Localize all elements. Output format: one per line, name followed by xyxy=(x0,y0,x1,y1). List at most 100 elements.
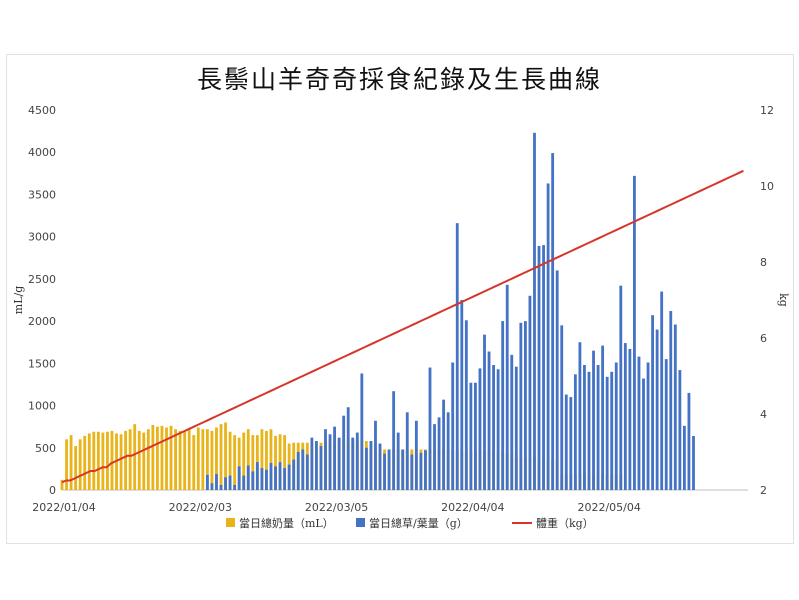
milk-bar xyxy=(119,434,123,490)
milk-bar xyxy=(83,435,87,490)
feed-bar xyxy=(474,382,477,490)
feed-bar xyxy=(510,354,514,490)
milk-bar xyxy=(265,430,268,490)
feed-bar xyxy=(414,420,418,490)
feed-bar xyxy=(410,454,414,490)
feed-bar xyxy=(619,285,623,490)
feed-bar xyxy=(437,417,441,490)
feed-bar xyxy=(333,426,336,490)
feed-bar xyxy=(351,437,355,490)
y2-tick-label: 4 xyxy=(760,408,767,421)
feed-bar xyxy=(655,329,659,490)
chart-frame xyxy=(6,54,794,544)
milk-bar xyxy=(101,432,105,490)
milk-bar xyxy=(196,427,200,490)
feed-bar xyxy=(292,459,296,490)
milk-bar xyxy=(205,429,209,490)
feed-bar xyxy=(383,453,386,490)
milk-bar xyxy=(233,435,237,490)
y-axis-title: mL/g xyxy=(12,286,25,314)
legend-label: 體重（kg） xyxy=(536,516,594,530)
feed-bar xyxy=(601,345,605,490)
milk-bar xyxy=(283,435,287,490)
y-tick-label: 4000 xyxy=(28,146,56,159)
feed-bar xyxy=(496,369,500,490)
milk-bar xyxy=(242,432,246,490)
feed-bar xyxy=(669,310,673,490)
milk-bar xyxy=(142,432,146,490)
feed-bar xyxy=(487,351,491,490)
feed-bar xyxy=(315,441,318,490)
x-tick-label: 2022/05/04 xyxy=(577,501,640,514)
feed-bar xyxy=(642,378,645,490)
milk-bar xyxy=(192,435,196,490)
y-tick-label: 2000 xyxy=(28,315,56,328)
milk-bar xyxy=(169,425,173,490)
feed-bar xyxy=(664,359,668,490)
y-tick-label: 500 xyxy=(35,442,56,455)
feed-bar xyxy=(296,452,300,490)
feed-bar xyxy=(587,371,591,490)
y-tick-label: 2500 xyxy=(28,273,56,286)
feed-bar xyxy=(469,382,473,490)
milk-bar xyxy=(69,435,73,490)
feed-bar xyxy=(605,376,609,490)
feed-bar xyxy=(224,477,227,490)
feed-bar xyxy=(592,350,595,490)
feed-bar xyxy=(501,321,505,490)
milk-bar xyxy=(201,429,205,490)
feed-bar xyxy=(428,367,432,490)
feed-bar xyxy=(478,368,482,490)
milk-bar xyxy=(92,431,96,490)
feed-bar xyxy=(442,399,446,490)
y-tick-label: 3500 xyxy=(28,188,56,201)
feed-bar xyxy=(396,432,400,490)
y2-tick-label: 12 xyxy=(760,104,774,117)
feed-bar xyxy=(251,471,255,490)
legend-swatch xyxy=(226,518,235,527)
milk-bar xyxy=(60,479,64,490)
feed-bar xyxy=(346,407,350,490)
feed-bar xyxy=(392,391,396,490)
feed-bar xyxy=(433,424,436,490)
milk-bar xyxy=(106,431,109,490)
feed-bar xyxy=(310,437,314,490)
milk-bar xyxy=(124,430,128,490)
milk-bar xyxy=(96,431,100,490)
milk-bar xyxy=(110,430,114,490)
feed-bar xyxy=(610,371,614,490)
milk-bar xyxy=(78,439,82,490)
feed-bar xyxy=(596,365,600,490)
y2-tick-label: 8 xyxy=(760,256,767,269)
feed-bar xyxy=(537,245,541,490)
feed-bar xyxy=(337,437,341,490)
feed-bar xyxy=(287,464,291,490)
feed-bar xyxy=(578,342,582,490)
feed-bar xyxy=(628,348,632,490)
feed-bar xyxy=(364,447,368,490)
feed-bar xyxy=(265,469,268,490)
feed-bar xyxy=(514,366,518,490)
y2-tick-label: 2 xyxy=(760,484,767,497)
milk-bar xyxy=(237,437,241,490)
milk-bar xyxy=(210,430,214,490)
x-tick-label: 2022/04/04 xyxy=(441,501,504,514)
feed-bar xyxy=(237,466,241,490)
milk-bar xyxy=(174,429,177,490)
feed-bar xyxy=(301,449,305,490)
feed-bar xyxy=(564,394,568,490)
milk-bar xyxy=(260,429,264,490)
feed-bar xyxy=(342,415,346,490)
feed-bar xyxy=(255,462,259,490)
milk-bar xyxy=(87,433,91,490)
feed-bar xyxy=(274,466,277,490)
milk-bar xyxy=(133,424,137,490)
feed-bar xyxy=(637,356,641,490)
feed-bar xyxy=(682,425,686,490)
y-tick-label: 4500 xyxy=(28,104,56,117)
feed-bar xyxy=(355,432,359,490)
feed-bar xyxy=(533,132,536,491)
feed-bar xyxy=(633,175,636,490)
feed-bar xyxy=(451,362,455,490)
feed-bar xyxy=(560,325,564,490)
